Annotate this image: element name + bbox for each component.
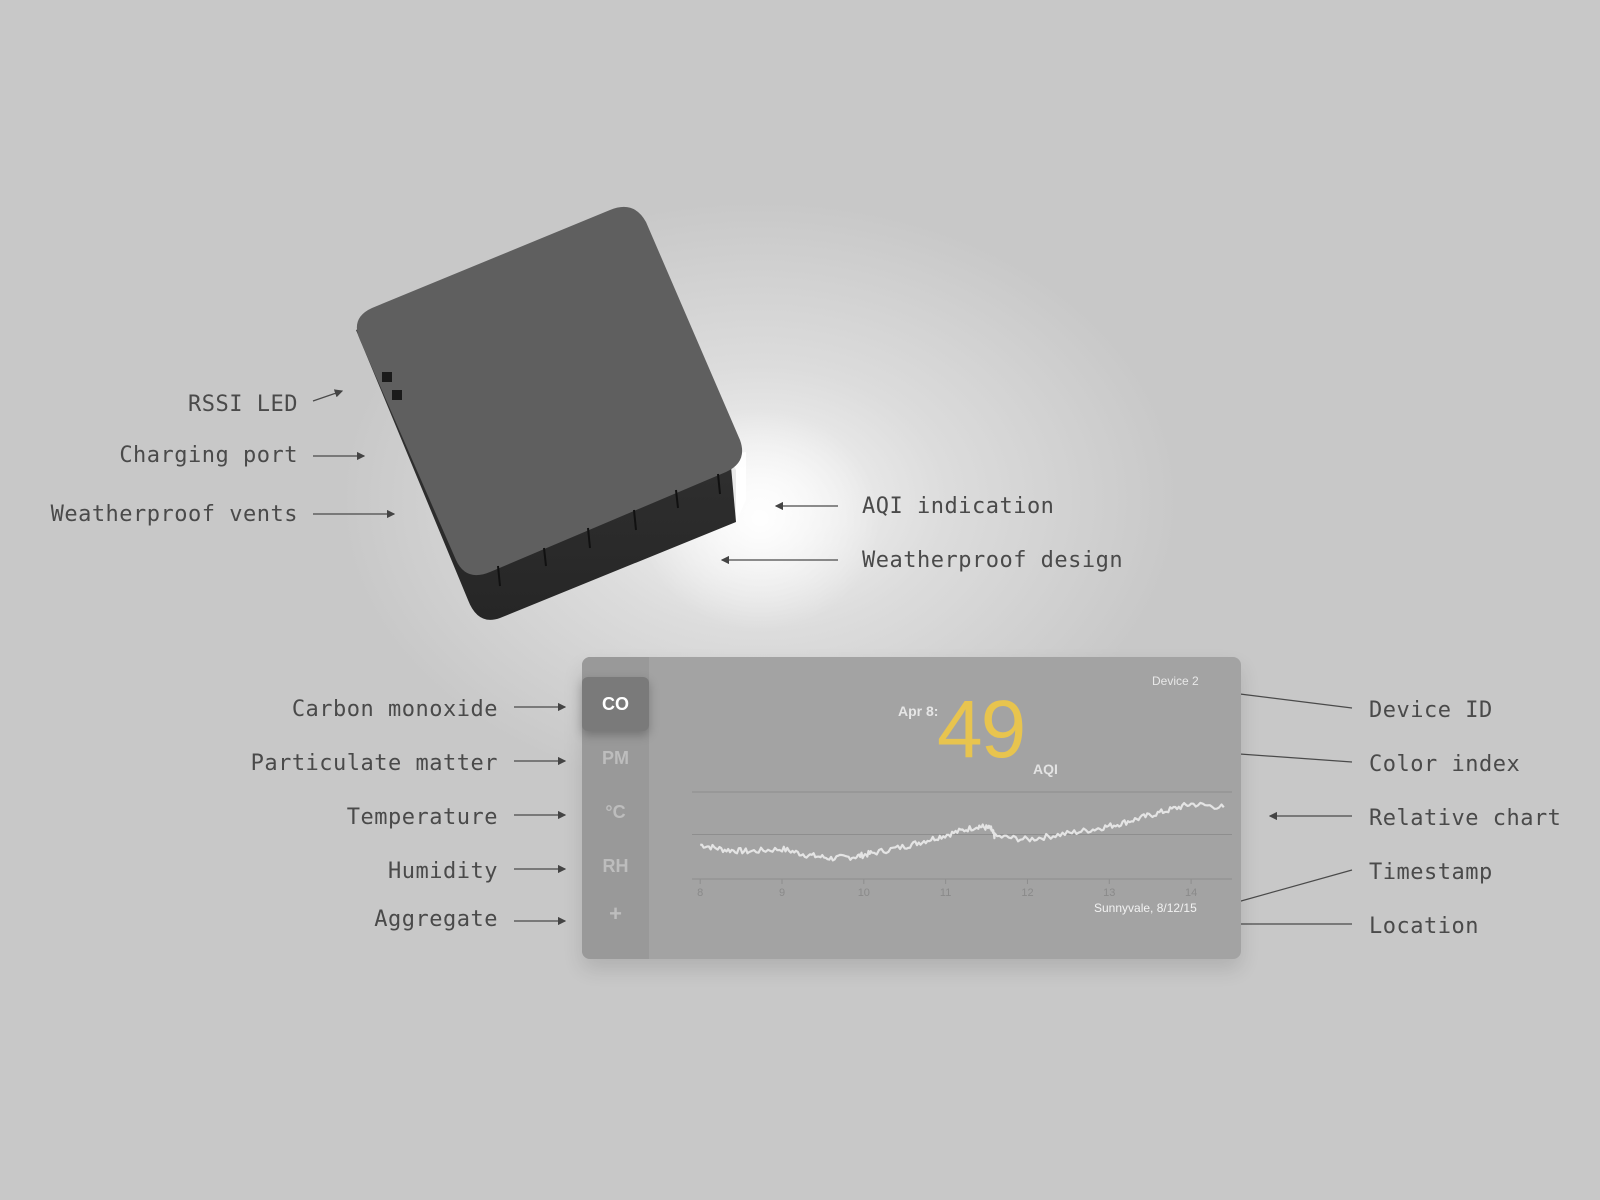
chart-x-tick-label: 10: [858, 887, 870, 899]
dashboard-card: CO PM °C RH + Device 2 Apr 8: 49 AQI 8 9 1…: [582, 657, 1241, 959]
aqi-value: 49: [937, 684, 1026, 775]
sidebar-item-aggregate[interactable]: +: [609, 901, 622, 926]
device-id-label: Device 2: [1152, 674, 1199, 688]
metric-sidebar: CO PM °C RH +: [582, 657, 649, 959]
callout-temperature: Temperature: [346, 805, 498, 830]
device-top-face: [356, 206, 743, 576]
callout-particulate-matter: Particulate matter: [250, 751, 498, 776]
line-rssi-led: [312, 389, 344, 402]
relative-chart: 8 9 10 11 12 13 14: [692, 791, 1232, 899]
callout-relative-chart: Relative chart: [1369, 806, 1562, 831]
sidebar-item-temperature[interactable]: °C: [605, 802, 626, 822]
aqi-unit-label: AQI: [1033, 761, 1058, 777]
led-light-strip: [730, 452, 746, 522]
callout-aggregate: Aggregate: [374, 907, 498, 932]
chart-x-tick-label: 11: [940, 887, 951, 899]
callout-charging-port: Charging port: [119, 443, 298, 468]
callout-carbon-monoxide: Carbon monoxide: [291, 697, 498, 722]
rssi-led-port: [382, 372, 392, 382]
sidebar-item-pm[interactable]: PM: [602, 748, 629, 768]
chart-x-tick-label: 8: [697, 887, 703, 899]
callout-device-id: Device ID: [1369, 698, 1493, 723]
callout-humidity: Humidity: [388, 859, 498, 884]
callout-location: Location: [1369, 914, 1479, 939]
callout-color-index: Color index: [1369, 752, 1521, 777]
chart-x-tick-label: 14: [1185, 887, 1197, 899]
chart-x-tick-label: 9: [779, 887, 785, 899]
callout-timestamp: Timestamp: [1369, 860, 1493, 885]
vent-slots: [497, 473, 721, 587]
sidebar-item-humidity[interactable]: RH: [602, 856, 629, 876]
charging-port-slot: [392, 390, 402, 400]
chart-x-tick-label: 12: [1021, 887, 1033, 899]
callout-aqi-indication: AQI indication: [862, 494, 1055, 519]
callout-weatherproof-vents: Weatherproof vents: [50, 502, 298, 527]
chart-series-line: [700, 801, 1225, 862]
sidebar-item-co[interactable]: CO: [582, 677, 649, 731]
date-label: Apr 8:: [898, 703, 939, 719]
callout-weatherproof-design: Weatherproof design: [862, 548, 1124, 573]
chart-x-tick-label: 13: [1103, 887, 1115, 899]
location-timestamp-label: Sunnyvale, 8/12/15: [1094, 901, 1197, 915]
callout-rssi-led: RSSI LED: [188, 392, 298, 417]
